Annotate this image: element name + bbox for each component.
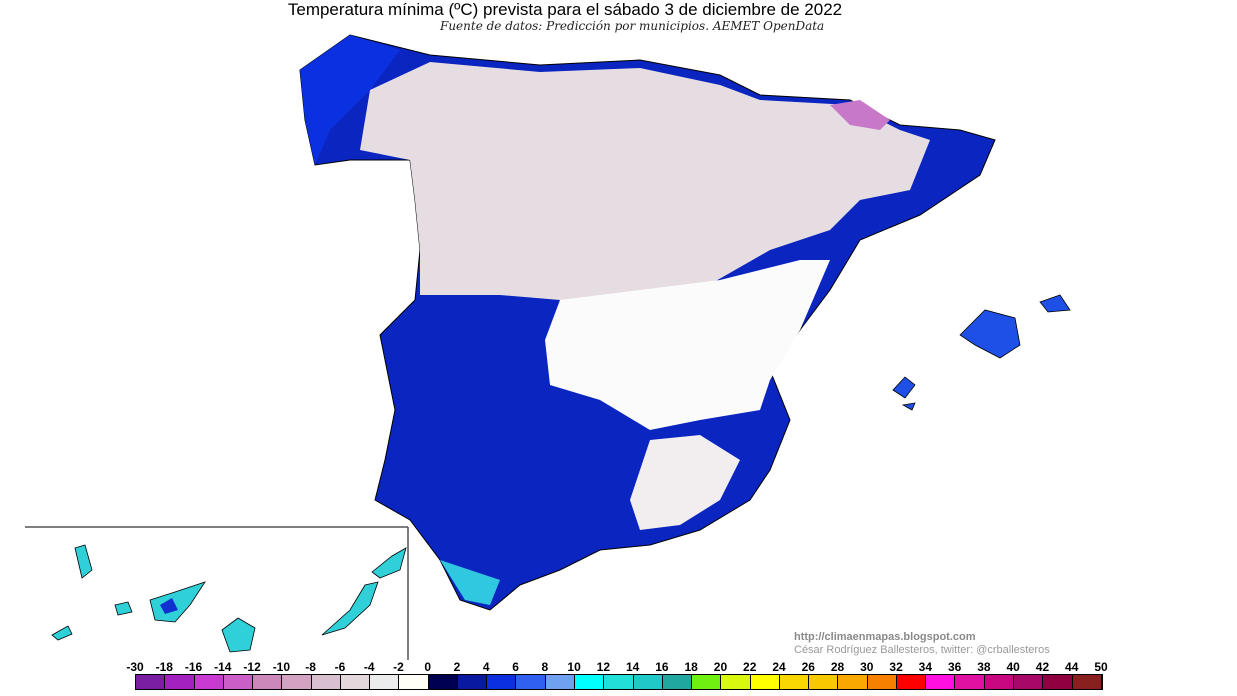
- legend-swatch: [253, 675, 283, 689]
- legend-swatch: [721, 675, 751, 689]
- legend-swatch: [1072, 675, 1102, 689]
- legend-label: 32: [889, 660, 903, 674]
- legend-color-bar: [135, 674, 1103, 690]
- legend-label: 26: [801, 660, 815, 674]
- ibiza: [892, 376, 916, 399]
- fuerteventura: [321, 581, 379, 636]
- southeast-mild-region: [630, 435, 740, 530]
- legend-label: 10: [567, 660, 581, 674]
- legend-label: 34: [918, 660, 933, 674]
- legend-label: 42: [1035, 660, 1050, 674]
- legend-swatch: [457, 675, 488, 689]
- legend-swatch: [516, 675, 546, 689]
- legend-label: 38: [977, 660, 991, 674]
- legend-label: 8: [541, 660, 549, 674]
- legend-label: 28: [830, 660, 845, 674]
- legend-label: 4: [482, 660, 490, 674]
- legend-swatch: [574, 675, 605, 689]
- legend-swatch: [955, 675, 985, 689]
- legend-label: -16: [184, 660, 203, 674]
- legend-swatch: [604, 675, 634, 689]
- north-cold-region: [360, 62, 930, 300]
- legend-label: 0: [424, 660, 432, 674]
- balearic-islands: [892, 294, 1071, 411]
- legend-swatch: [370, 675, 400, 689]
- canary-inset: [25, 526, 409, 660]
- legend-swatch: [838, 675, 868, 689]
- legend-label: 18: [684, 660, 698, 674]
- legend-swatch: [896, 675, 927, 689]
- pyrenees-cold-region: [830, 100, 890, 130]
- legend-label: 40: [1006, 660, 1020, 674]
- legend-label: 20: [713, 660, 728, 674]
- legend-swatch: [750, 675, 780, 689]
- legend-swatch: [223, 675, 254, 689]
- legend-swatch: [779, 675, 810, 689]
- legend-label: -6: [334, 660, 346, 674]
- legend-label: 16: [655, 660, 669, 674]
- legend-swatch: [428, 675, 458, 689]
- legend-label: 14: [625, 660, 640, 674]
- gran-canaria: [221, 617, 256, 653]
- temperature-map: [25, 34, 1071, 660]
- legend-swatch: [399, 675, 429, 689]
- legend-swatch: [926, 675, 956, 689]
- legend-swatch: [545, 675, 575, 689]
- legend-label: -18: [155, 660, 173, 674]
- legend-swatch: [194, 675, 224, 689]
- legend-label: 6: [512, 660, 519, 674]
- legend-label: 36: [947, 660, 962, 674]
- map-title: Temperatura mínima (ºC) prevista para el…: [287, 0, 843, 19]
- legend-label: -4: [363, 660, 375, 674]
- legend-swatch: [1043, 675, 1073, 689]
- legend-label: -14: [214, 660, 232, 674]
- legend-swatch: [487, 675, 517, 689]
- legend-label: 44: [1065, 660, 1079, 674]
- menorca: [1039, 294, 1071, 313]
- teide-blue: [160, 598, 178, 614]
- lanzarote: [371, 547, 407, 579]
- south-cyan-region: [440, 560, 500, 605]
- legend-label: 24: [772, 660, 786, 674]
- legend-label: -10: [272, 660, 291, 674]
- legend-label: -2: [393, 660, 404, 674]
- mallorca: [959, 309, 1021, 359]
- legend-swatch: [1013, 675, 1044, 689]
- tenerife: [149, 581, 206, 623]
- legend-swatch: [633, 675, 663, 689]
- map-subtitle: Fuente de datos: Predicción por municipi…: [440, 19, 825, 33]
- formentera: [901, 402, 916, 411]
- legend-label: 12: [596, 660, 611, 674]
- credit-url: http://climaenmapas.blogspot.com: [794, 631, 976, 643]
- legend-label: 2: [453, 660, 461, 674]
- galicia-coast-blue: [300, 35, 400, 165]
- legend-swatch: [984, 675, 1014, 689]
- legend-swatch: [165, 675, 195, 689]
- legend-swatch: [692, 675, 722, 689]
- legend-swatch: [867, 675, 897, 689]
- la-palma: [74, 544, 93, 579]
- legend-label: 30: [860, 660, 874, 674]
- legend-swatch: [311, 675, 341, 689]
- legend-label: -8: [305, 660, 316, 674]
- la-gomera: [114, 601, 133, 616]
- legend-labels: -30 -18 -16 -14 -12 -10 -8 -6 -4 -2 0 2 4 6 8 10 12 14 16 1…: [0, 660, 1237, 674]
- legend-swatch: [282, 675, 312, 689]
- legend-swatch: [136, 675, 166, 689]
- legend-label: -12: [243, 660, 261, 674]
- legend-label: 22: [743, 660, 757, 674]
- legend-swatch: [662, 675, 693, 689]
- legend-swatch: [809, 675, 839, 689]
- center-mild-region: [545, 260, 830, 430]
- el-hierro: [51, 625, 73, 641]
- credit-author: César Rodríguez Ballesteros, twitter: @c…: [794, 644, 1050, 656]
- legend-label: 50: [1094, 660, 1108, 674]
- legend-swatch: [340, 675, 371, 689]
- legend-label: -30: [126, 660, 144, 674]
